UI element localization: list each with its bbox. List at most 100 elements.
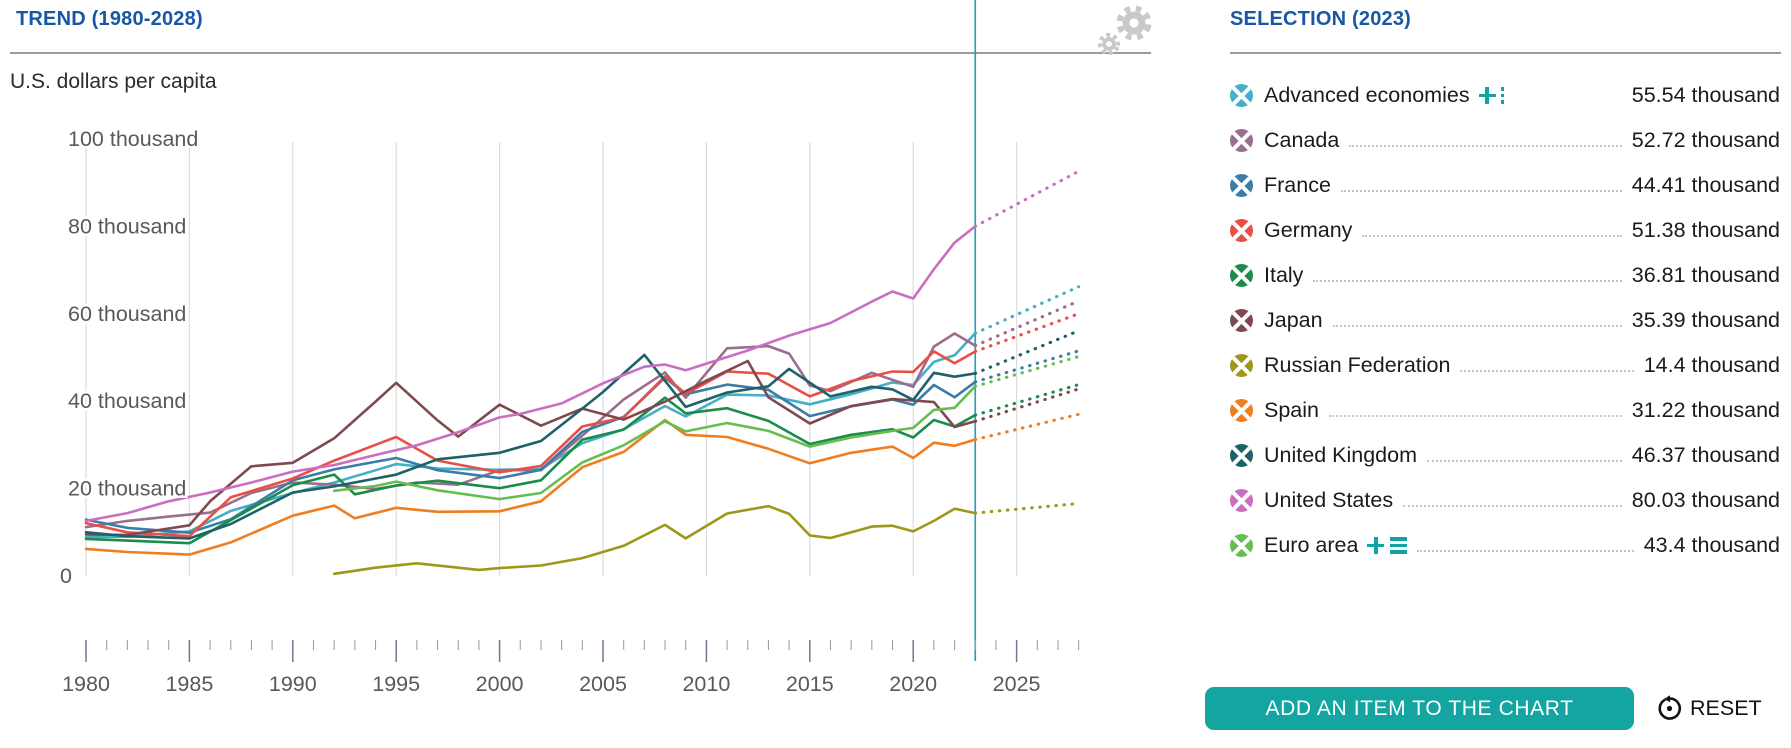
remove-series-icon[interactable] bbox=[1230, 219, 1253, 242]
selection-list: Advanced economies 55.54 thousand Canada 52… bbox=[1230, 73, 1780, 568]
trend-pane-title: TREND (1980-2028) bbox=[16, 8, 203, 30]
x-axis-label-1990: 1990 bbox=[269, 672, 317, 696]
series-projection-france bbox=[973, 349, 1081, 384]
dotted-leader bbox=[1349, 144, 1622, 147]
series-value-label: 44.41 thousand bbox=[1631, 173, 1780, 197]
remove-series-icon[interactable] bbox=[1230, 489, 1253, 512]
series-line-germany[interactable] bbox=[84, 350, 977, 538]
dotted-leader bbox=[1362, 234, 1622, 237]
series-line-united-states[interactable] bbox=[84, 225, 977, 523]
series-projection-spain bbox=[973, 412, 1081, 442]
selection-item-united-kingdom[interactable]: United Kingdom 46.37 thousand bbox=[1230, 433, 1780, 478]
series-line-euro-area[interactable] bbox=[332, 385, 977, 501]
series-name-label: United States bbox=[1264, 488, 1394, 512]
settings-gear-icon[interactable] bbox=[1094, 2, 1156, 56]
x-axis-label-1980: 1980 bbox=[62, 672, 110, 696]
selection-item-japan[interactable]: Japan 35.39 thousand bbox=[1230, 298, 1780, 343]
remove-series-icon[interactable] bbox=[1230, 129, 1253, 152]
x-axis-label-2005: 2005 bbox=[579, 672, 627, 696]
selection-item-germany[interactable]: Germany 51.38 thousand bbox=[1230, 208, 1780, 253]
selection-item-russian-federation[interactable]: Russian Federation 14.4 thousand bbox=[1230, 343, 1780, 388]
dotted-leader bbox=[1417, 549, 1634, 552]
series-name-label: France bbox=[1264, 173, 1331, 197]
y-axis-label-20: 20 thousand bbox=[68, 477, 186, 501]
dotted-leader bbox=[1332, 324, 1622, 327]
series-projection-germany bbox=[973, 312, 1081, 354]
selection-item-united-states[interactable]: United States 80.03 thousand bbox=[1230, 478, 1780, 523]
remove-series-icon[interactable] bbox=[1230, 534, 1253, 557]
remove-series-icon[interactable] bbox=[1230, 444, 1253, 467]
dotted-leader bbox=[1460, 369, 1634, 372]
x-axis-label-2010: 2010 bbox=[682, 672, 730, 696]
dotted-leader bbox=[1329, 414, 1622, 417]
series-name-label: Canada bbox=[1264, 128, 1340, 152]
expand-group-plus-icon[interactable] bbox=[1478, 87, 1496, 104]
dotted-leader bbox=[1313, 279, 1622, 282]
series-projection-italy bbox=[973, 383, 1081, 417]
series-name-label: Italy bbox=[1264, 263, 1304, 287]
chart-unit-label: U.S. dollars per capita bbox=[10, 70, 217, 93]
series-name-label: Russian Federation bbox=[1264, 353, 1451, 377]
series-value-label: 46.37 thousand bbox=[1631, 443, 1780, 467]
series-projection-euro-area bbox=[973, 355, 1081, 388]
series-value-label: 36.81 thousand bbox=[1631, 263, 1780, 287]
remove-series-icon[interactable] bbox=[1230, 354, 1253, 377]
x-axis-label-1985: 1985 bbox=[165, 672, 213, 696]
expand-group-plus-icon[interactable] bbox=[1367, 537, 1385, 554]
remove-series-icon[interactable] bbox=[1230, 399, 1253, 422]
series-name-label: United Kingdom bbox=[1264, 443, 1417, 467]
y-axis-label-80: 80 thousand bbox=[68, 214, 186, 238]
series-line-united-kingdom[interactable] bbox=[84, 353, 977, 540]
reset-label: RESET bbox=[1690, 696, 1762, 720]
series-name-label: Spain bbox=[1264, 398, 1319, 422]
reset-button[interactable]: RESET bbox=[1656, 687, 1762, 730]
selection-header-divider bbox=[1230, 52, 1781, 54]
series-name-label: Japan bbox=[1264, 308, 1323, 332]
selection-item-france[interactable]: France 44.41 thousand bbox=[1230, 163, 1780, 208]
series-value-label: 80.03 thousand bbox=[1631, 488, 1780, 512]
dotted-leader bbox=[1403, 504, 1622, 507]
x-axis-label-2015: 2015 bbox=[786, 672, 834, 696]
series-projection-advanced-economies bbox=[973, 285, 1081, 335]
reset-undo-icon bbox=[1658, 695, 1682, 720]
selection-item-spain[interactable]: Spain 31.22 thousand bbox=[1230, 388, 1780, 433]
series-value-label: 43.4 thousand bbox=[1643, 533, 1780, 557]
series-name-label: Germany bbox=[1264, 218, 1353, 242]
series-value-label: 55.54 thousand bbox=[1631, 83, 1780, 107]
x-axis-label-2000: 2000 bbox=[476, 672, 524, 696]
y-axis-label-60: 60 thousand bbox=[68, 302, 186, 326]
selection-item-advanced-economies[interactable]: Advanced economies 55.54 thousand bbox=[1230, 73, 1780, 118]
series-value-label: 52.72 thousand bbox=[1631, 128, 1780, 152]
y-axis-label-40: 40 thousand bbox=[68, 389, 186, 413]
remove-series-icon[interactable] bbox=[1230, 309, 1253, 332]
series-line-spain[interactable] bbox=[84, 418, 977, 556]
series-line-canada[interactable] bbox=[84, 332, 977, 529]
trend-chart[interactable]: 100 thousand 80 thousand 60 thousand 40 tho… bbox=[0, 0, 1100, 720]
series-projection-united-kingdom bbox=[973, 329, 1081, 375]
dotted-leader bbox=[1426, 459, 1622, 462]
group-detail-dots-icon[interactable] bbox=[1500, 87, 1505, 104]
dotted-leader bbox=[1340, 189, 1622, 192]
trend-header-divider bbox=[10, 52, 1151, 54]
selection-item-euro-area[interactable]: Euro area 43.4 thousand bbox=[1230, 523, 1780, 568]
remove-series-icon[interactable] bbox=[1230, 84, 1253, 107]
series-name-label: Euro area bbox=[1264, 533, 1359, 557]
selection-item-italy[interactable]: Italy 36.81 thousand bbox=[1230, 253, 1780, 298]
series-line-japan[interactable] bbox=[84, 359, 977, 537]
series-value-label: 14.4 thousand bbox=[1643, 353, 1780, 377]
series-projection-japan bbox=[973, 387, 1081, 423]
series-line-russian-federation[interactable] bbox=[332, 504, 977, 576]
group-list-icon[interactable] bbox=[1390, 536, 1408, 555]
add-item-button[interactable]: ADD AN ITEM TO THE CHART bbox=[1205, 687, 1634, 730]
selection-item-canada[interactable]: Canada 52.72 thousand bbox=[1230, 118, 1780, 163]
remove-series-icon[interactable] bbox=[1230, 174, 1253, 197]
x-axis-label-2020: 2020 bbox=[889, 672, 937, 696]
series-name-label: Advanced economies bbox=[1264, 83, 1470, 107]
series-projection-russian-federation bbox=[973, 501, 1081, 515]
selection-pane-title: SELECTION (2023) bbox=[1230, 8, 1412, 30]
remove-series-icon[interactable] bbox=[1230, 264, 1253, 287]
series-value-label: 51.38 thousand bbox=[1631, 218, 1780, 242]
series-value-label: 31.22 thousand bbox=[1631, 398, 1780, 422]
series-projection-united-states bbox=[973, 169, 1081, 228]
